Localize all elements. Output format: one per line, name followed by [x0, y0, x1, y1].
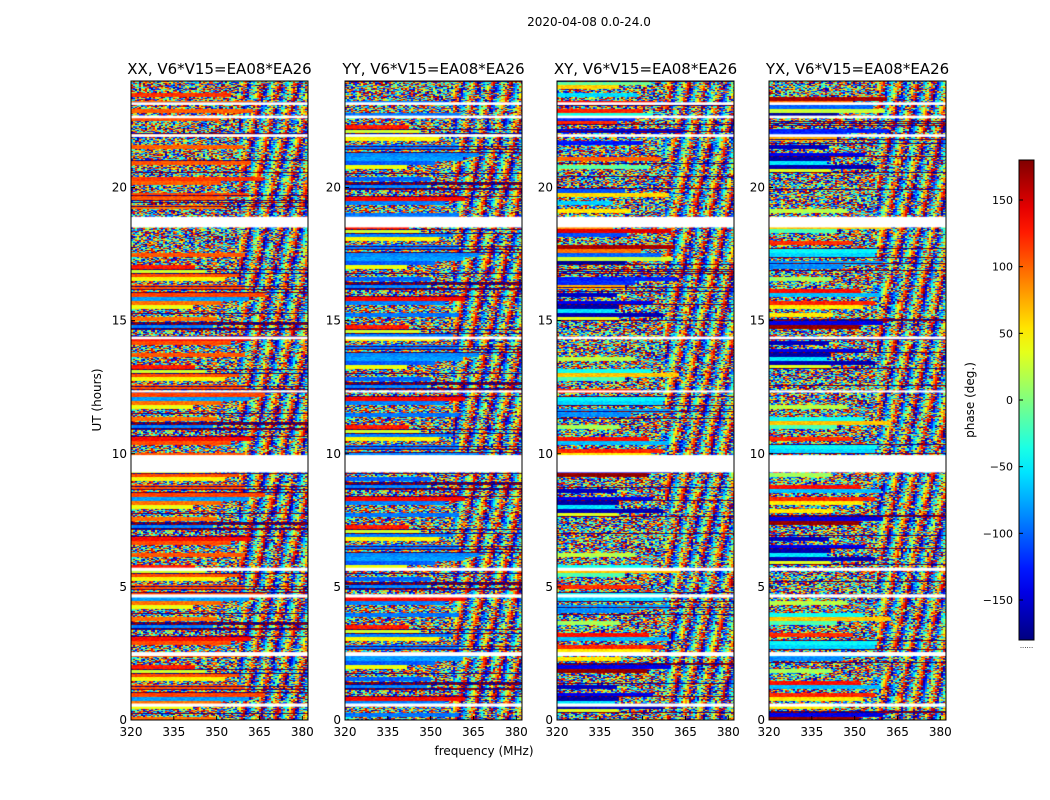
- x-tick-label: 335: [588, 725, 611, 739]
- figure-suptitle: 2020-04-08 0.0-24.0: [527, 15, 651, 29]
- colorbar-tick-label: 50: [999, 327, 1013, 340]
- colorbar-extra: ......: [1020, 642, 1033, 650]
- y-tick-label: 20: [112, 181, 127, 195]
- x-tick-label: 320: [758, 725, 781, 739]
- y-tick-label: 10: [538, 447, 553, 461]
- panel-title: YY, V6*V15=EA08*EA26: [341, 60, 524, 78]
- phase-heatmap: [769, 81, 946, 720]
- x-tick-label: 365: [674, 725, 697, 739]
- panel-frame: [556, 80, 735, 721]
- y-tick-label: 20: [750, 181, 765, 195]
- y-tick-label: 0: [757, 713, 765, 727]
- colorbar-label: phase (deg.): [963, 362, 977, 438]
- panels: XX, V6*V15=EA08*EA26 320 335 350 365 380 0 5 10 1…: [112, 60, 952, 739]
- panel-frame: [130, 80, 309, 721]
- x-tick-label: 335: [376, 725, 399, 739]
- x-tick-label: 320: [120, 725, 143, 739]
- x-axis-label: frequency (MHz): [434, 744, 533, 758]
- x-tick-label: 350: [843, 725, 866, 739]
- x-tick-label: 320: [334, 725, 357, 739]
- colorbar: 150 100 50 0 −50 −100 −150 phase (deg.)......: [963, 159, 1035, 650]
- colorbar-tick-label: 150: [992, 194, 1013, 207]
- panel-yy: YY, V6*V15=EA08*EA26 320 335 350 365 380 0 5 10 1…: [326, 60, 528, 739]
- x-tick-label: 350: [205, 725, 228, 739]
- colorbar-tick-label: −150: [983, 594, 1013, 607]
- x-tick-label: 320: [546, 725, 569, 739]
- panel-xy: XY, V6*V15=EA08*EA26 320 335 350 365 380 0 5 10 1…: [538, 60, 740, 739]
- x-tick-label: 350: [631, 725, 654, 739]
- colorbar-tick-label: 100: [992, 261, 1013, 274]
- y-tick-label: 10: [326, 447, 341, 461]
- x-tick-label: 380: [291, 725, 314, 739]
- colorbar-tick-label: 0: [1006, 394, 1013, 407]
- panel-frame: [344, 80, 523, 721]
- x-tick-label: 380: [717, 725, 740, 739]
- x-tick-label: 365: [886, 725, 909, 739]
- y-tick-label: 5: [333, 580, 341, 594]
- x-tick-label: 365: [462, 725, 485, 739]
- y-tick-label: 5: [545, 580, 553, 594]
- y-tick-label: 0: [333, 713, 341, 727]
- phase-heatmap: [345, 81, 522, 720]
- y-tick-label: 5: [119, 580, 127, 594]
- panel-yx: YX, V6*V15=EA08*EA26 320 335 350 365 380 0 5 10 1…: [750, 60, 952, 739]
- colorbar-tick-label: −100: [983, 527, 1013, 540]
- y-tick-label: 10: [750, 447, 765, 461]
- panel-title: YX, V6*V15=EA08*EA26: [765, 60, 949, 78]
- x-tick-label: 335: [800, 725, 823, 739]
- panel-xx: XX, V6*V15=EA08*EA26 320 335 350 365 380 0 5 10 1…: [112, 60, 314, 739]
- x-tick-label: 380: [505, 725, 528, 739]
- x-tick-label: 380: [929, 725, 952, 739]
- y-tick-label: 0: [545, 713, 553, 727]
- y-tick-label: 20: [326, 181, 341, 195]
- y-tick-label: 15: [750, 314, 765, 328]
- panel-title: XX, V6*V15=EA08*EA26: [127, 60, 311, 78]
- y-tick-label: 15: [112, 314, 127, 328]
- panel-frame: [768, 80, 947, 721]
- panel-title: XY, V6*V15=EA08*EA26: [554, 60, 737, 78]
- phase-heatmap: [557, 81, 734, 720]
- y-tick-label: 0: [119, 713, 127, 727]
- x-tick-label: 365: [248, 725, 271, 739]
- y-tick-label: 10: [112, 447, 127, 461]
- y-tick-label: 5: [757, 580, 765, 594]
- y-axis-label: UT (hours): [90, 368, 104, 431]
- colorbar-tick-label: −50: [990, 461, 1013, 474]
- y-tick-label: 15: [538, 314, 553, 328]
- y-tick-label: 15: [326, 314, 341, 328]
- x-tick-label: 335: [162, 725, 185, 739]
- phase-heatmap: [131, 81, 308, 720]
- y-tick-label: 20: [538, 181, 553, 195]
- x-tick-label: 350: [419, 725, 442, 739]
